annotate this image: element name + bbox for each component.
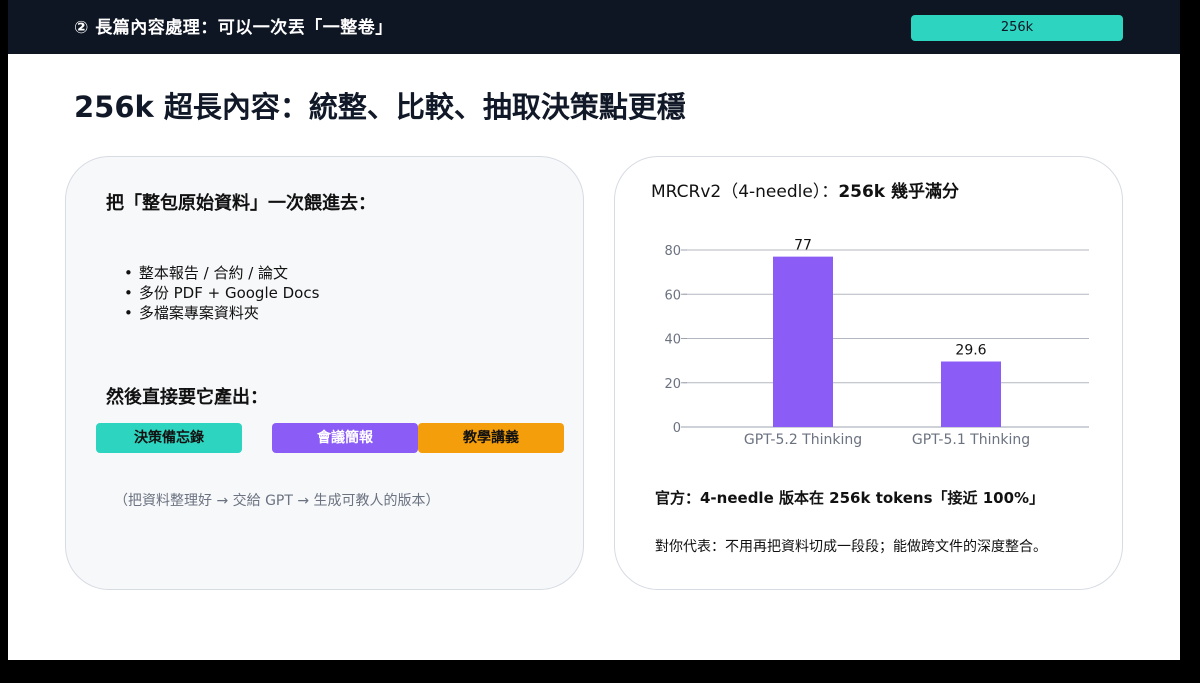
- y-tick-label: 20: [664, 377, 681, 392]
- output-heading: 然後直接要它產出：: [106, 387, 268, 408]
- output-pill-handout: 教學講義: [418, 423, 564, 453]
- page-title: 256k 超長內容：統整、比較、抽取決策點更穩: [74, 90, 686, 124]
- benchmark-card: MRCRv2（4-needle）：256k 幾乎滿分 0 20 40 60 80 77 GP…: [614, 156, 1123, 590]
- y-tick-label: 80: [664, 244, 681, 259]
- y-tick-label: 0: [673, 421, 681, 436]
- context-badge: 256k: [911, 15, 1123, 41]
- bar: [773, 256, 833, 427]
- section-title: ② 長篇內容處理：可以一次丟「一整卷」: [74, 18, 393, 38]
- list-item: 多份 PDF + Google Docs: [124, 283, 320, 303]
- list-item: 整本報告 / 合約 / 論文: [124, 263, 319, 283]
- x-tick-label: GPT-5.1 Thinking: [912, 432, 1030, 448]
- y-tick-label: 40: [664, 333, 681, 348]
- official-note: 官方：4-needle 版本在 256k tokens「接近 100%」: [655, 489, 1045, 507]
- bar-data-label: 29.6: [955, 343, 986, 359]
- y-tick-label: 60: [664, 288, 681, 303]
- input-list: 整本報告 / 合約 / 論文 多份 PDF + Google Docs 多檔案專…: [124, 263, 320, 323]
- x-tick-label: GPT-5.2 Thinking: [744, 432, 862, 448]
- output-pill-memo: 決策備忘錄: [96, 423, 242, 453]
- meaning-note: 對你代表：不用再把資料切成一段段；能做跨文件的深度整合。: [655, 539, 1047, 555]
- bar-data-label: 77: [794, 238, 812, 254]
- output-pill-briefing: 會議簡報: [272, 423, 418, 453]
- top-bar: ② 長篇內容處理：可以一次丟「一整卷」 256k: [8, 0, 1180, 54]
- bar: [941, 361, 1001, 427]
- flow-note: （把資料整理好 → 交給 GPT → 生成可教人的版本）: [114, 493, 440, 509]
- slide: ② 長篇內容處理：可以一次丟「一整卷」 256k 256k 超長內容：統整、比較…: [8, 0, 1180, 660]
- input-heading: 把「整包原始資料」一次餵進去：: [106, 193, 376, 214]
- chart-title: MRCRv2（4-needle）：256k 幾乎滿分: [651, 177, 959, 202]
- input-card: 把「整包原始資料」一次餵進去： 整本報告 / 合約 / 論文 多份 PDF + …: [65, 156, 584, 590]
- list-item: 多檔案專案資料夾: [124, 303, 319, 323]
- bar-chart: 0 20 40 60 80 77 GPT-5.2 Thinking 29.6 GPT-5.1 T…: [664, 238, 1089, 448]
- chart-title-highlight: 256k 幾乎滿分: [838, 182, 960, 202]
- chart-title-prefix: MRCRv2（4-needle）：: [651, 182, 839, 202]
